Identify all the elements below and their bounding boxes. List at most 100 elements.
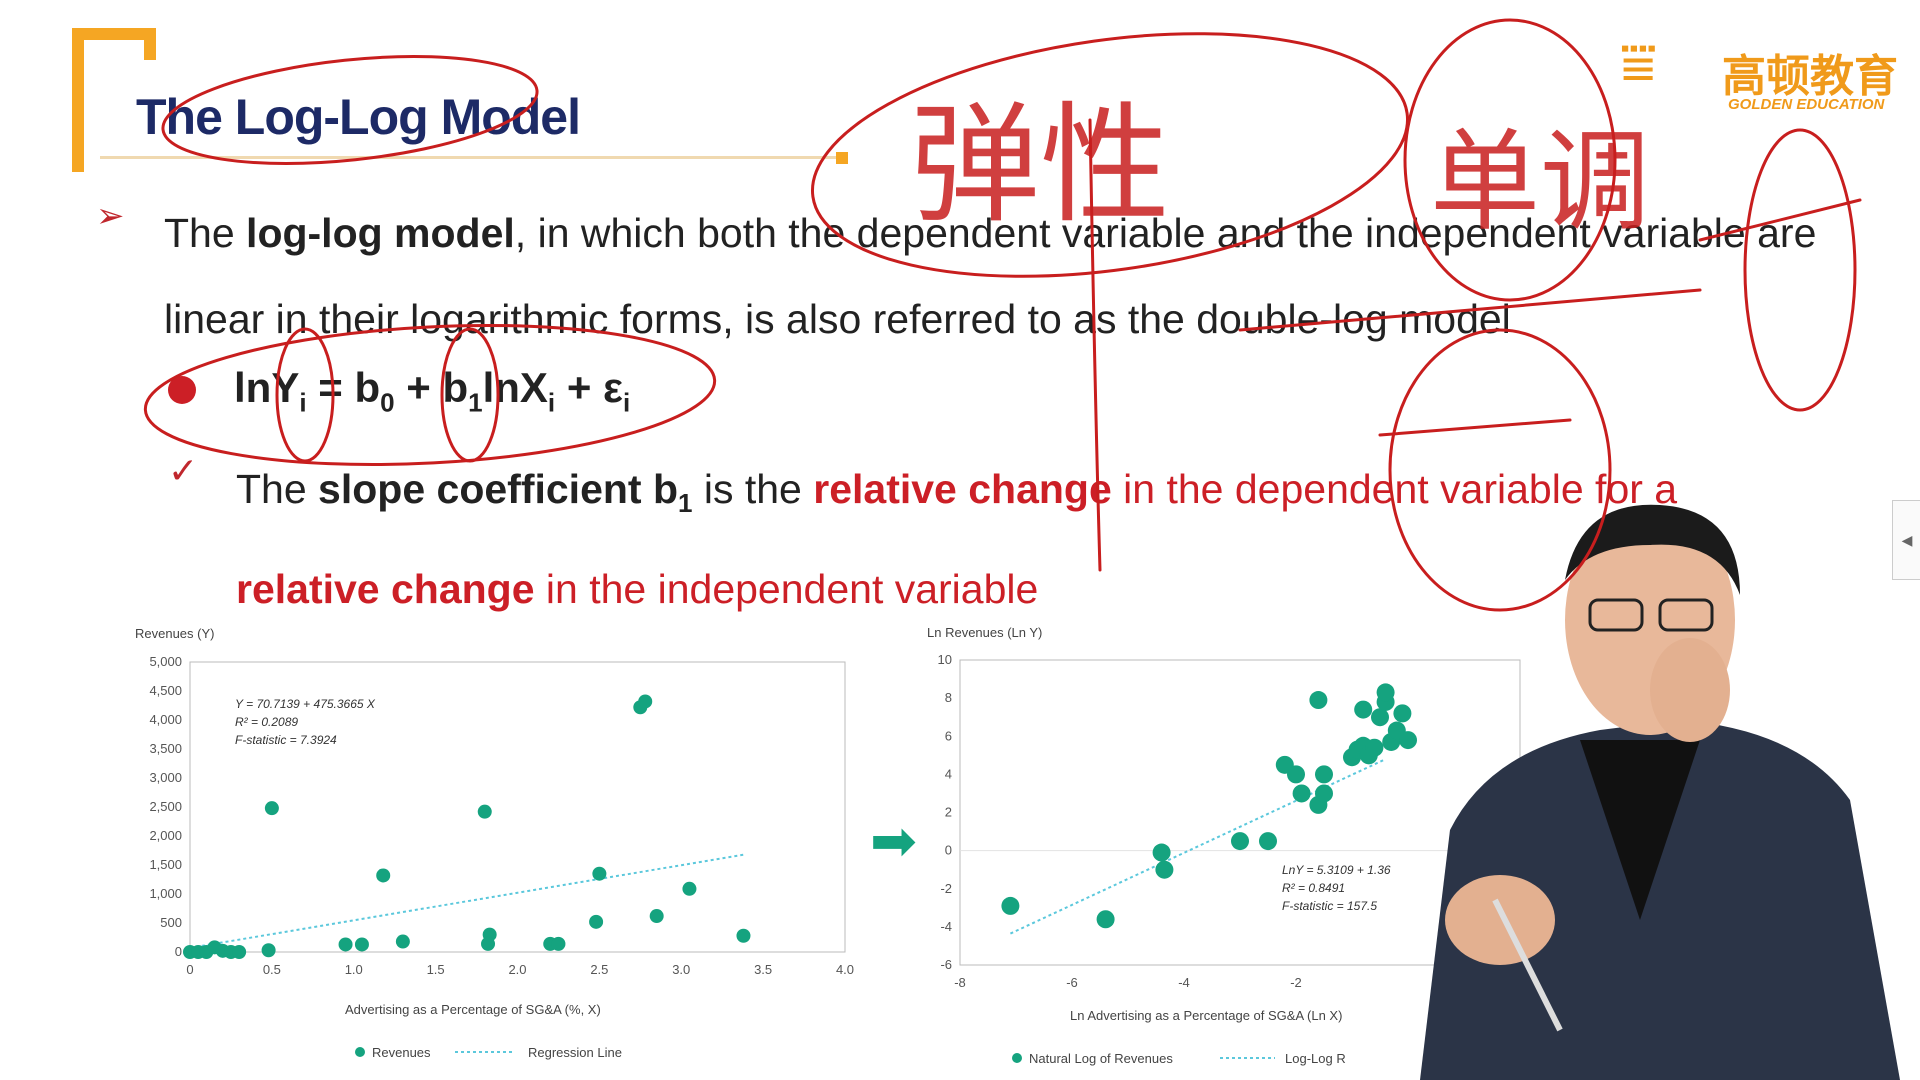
data-point (1315, 784, 1333, 803)
formula-sub: 0 (380, 387, 395, 418)
logo-english: GOLDEN EDUCATION (1728, 96, 1885, 113)
y-tick-label: 10 (938, 652, 952, 667)
chart-left-eq-3: F-statistic = 7.3924 (235, 733, 337, 747)
logo-icon: ⩸ (1620, 29, 1657, 96)
title-bracket (72, 28, 156, 172)
slope-text: The (236, 466, 319, 512)
y-tick-label: 3,500 (149, 741, 182, 756)
data-point (1315, 765, 1333, 784)
data-point (264, 801, 279, 816)
presenter-shirt (1580, 740, 1700, 920)
y-tick-label: 6 (945, 728, 952, 743)
data-point (376, 868, 391, 883)
data-point (477, 804, 492, 819)
slope-red-bold: relative change (813, 466, 1112, 512)
data-point (1376, 683, 1395, 702)
chart-right-eq-3: F-statistic = 157.5 (1282, 899, 1377, 913)
pen-icon (1492, 898, 1563, 1032)
chart-right: Ln Revenues (Ln Y) -6 -4 -2 0 2 4 6 8 10 -8 -6 -4-… (925, 620, 1555, 1075)
slope-red-bold: relative change (236, 566, 535, 613)
formula-plus: + b (394, 364, 469, 411)
bullet-paragraph: The log-log model, in which both the dep… (164, 190, 1884, 362)
logo: ⩸ 高顿教育 GOLDEN EDUCATION (1620, 18, 1910, 113)
y-tick-label: 8 (945, 690, 952, 705)
arrow-right-icon: ➡ (870, 809, 917, 872)
chart-left-xlabel: Advertising as a Percentage of SG&A (%, … (345, 1002, 601, 1017)
chart-left-eq-1: Y = 70.7139 + 475.3665 X (235, 697, 376, 711)
x-tick-label: -4 (1178, 975, 1190, 990)
legend-label: Natural Log of Revenues (1029, 1051, 1173, 1066)
y-tick-label: 2 (945, 805, 952, 820)
formula-lnx: lnX (482, 364, 548, 411)
data-point (1354, 700, 1373, 719)
title-underline-dot (836, 152, 848, 164)
check-icon: ✓ (168, 450, 199, 491)
dot-bullet-icon (168, 376, 196, 404)
logo-chinese: 高顿教育 (1722, 52, 1898, 101)
x-tick-label: 1.5 (427, 962, 445, 977)
data-point (736, 928, 751, 943)
y-tick-label: 0 (175, 944, 182, 959)
data-point (1365, 738, 1384, 757)
formula: lnYi = b0 + b1lnXi + εi (234, 364, 630, 418)
data-point (551, 936, 566, 951)
bullet-text-1: The (164, 210, 247, 256)
data-point (1287, 765, 1305, 784)
regression-line (189, 853, 744, 949)
data-point (592, 866, 607, 881)
legend-label: Revenues (372, 1045, 431, 1060)
y-tick-label: 5,000 (149, 654, 182, 669)
data-point (682, 881, 697, 896)
chart-right-eq-1: LnY = 5.3109 + 1.36 (1282, 863, 1391, 877)
data-point (589, 914, 604, 929)
formula-sub: i (299, 387, 307, 418)
y-tick-label: 1,500 (149, 857, 182, 872)
data-point (649, 909, 664, 924)
ink-strike-2 (1378, 418, 1572, 437)
legend-dot (355, 1047, 365, 1057)
x-tick-label: 0 (186, 962, 193, 977)
chart-left: Revenues (Y) 0 500 1,000 1,500 2,000 2,500 3,0… (130, 620, 870, 1065)
title-underline (100, 156, 845, 159)
presenter-hand (1445, 875, 1555, 965)
legend-label: Log-Log R (1285, 1051, 1346, 1066)
y-tick-label: 0 (945, 843, 952, 858)
chart-left-plot-area (189, 661, 846, 953)
x-tick-label: 4.0 (836, 962, 854, 977)
slope-paragraph: The slope coefficient b1 is the relative… (236, 446, 1796, 632)
x-tick-label: 3.5 (754, 962, 772, 977)
side-panel-toggle[interactable]: ◀ (1892, 500, 1920, 580)
formula-eq: = b (306, 364, 381, 411)
slope-text: is the (692, 466, 814, 512)
y-tick-label: -6 (940, 957, 952, 972)
data-point (338, 937, 353, 952)
arrow-bullet-icon: ➢ (96, 197, 125, 235)
formula-epsilon: + ε (555, 364, 623, 411)
bullet-text-bold: log-log model (246, 210, 515, 256)
y-tick-label: 4 (945, 766, 952, 781)
slope-bold: slope coefficient b (318, 466, 678, 512)
chart-left-eq-2: R² = 0.2089 (235, 715, 298, 729)
y-tick-label: -4 (940, 919, 952, 934)
y-tick-label: 4,500 (149, 683, 182, 698)
y-tick-label: 1,000 (149, 886, 182, 901)
y-tick-label: 500 (160, 915, 182, 930)
x-tick-label: -2 (1290, 975, 1302, 990)
x-tick-label: 0.5 (263, 962, 281, 977)
chart-right-eq-2: R² = 0.8491 (1282, 881, 1345, 895)
data-point (354, 937, 369, 952)
data-point (232, 945, 247, 959)
data-point (1371, 708, 1389, 727)
slide-title: The Log-Log Model (136, 89, 581, 145)
chart-left-svg: Revenues (Y) 0 500 1,000 1,500 2,000 2,500 3,0… (135, 626, 854, 1060)
x-tick-label: 1.0 (345, 962, 363, 977)
legend-dot (1012, 1053, 1022, 1063)
data-point (1152, 843, 1171, 862)
slope-red: in the independent variable (534, 566, 1039, 613)
y-tick-label: 4,000 (149, 712, 182, 727)
presenter-video (1420, 504, 1900, 1080)
presenter-hand (1650, 638, 1730, 742)
data-point (481, 936, 496, 951)
